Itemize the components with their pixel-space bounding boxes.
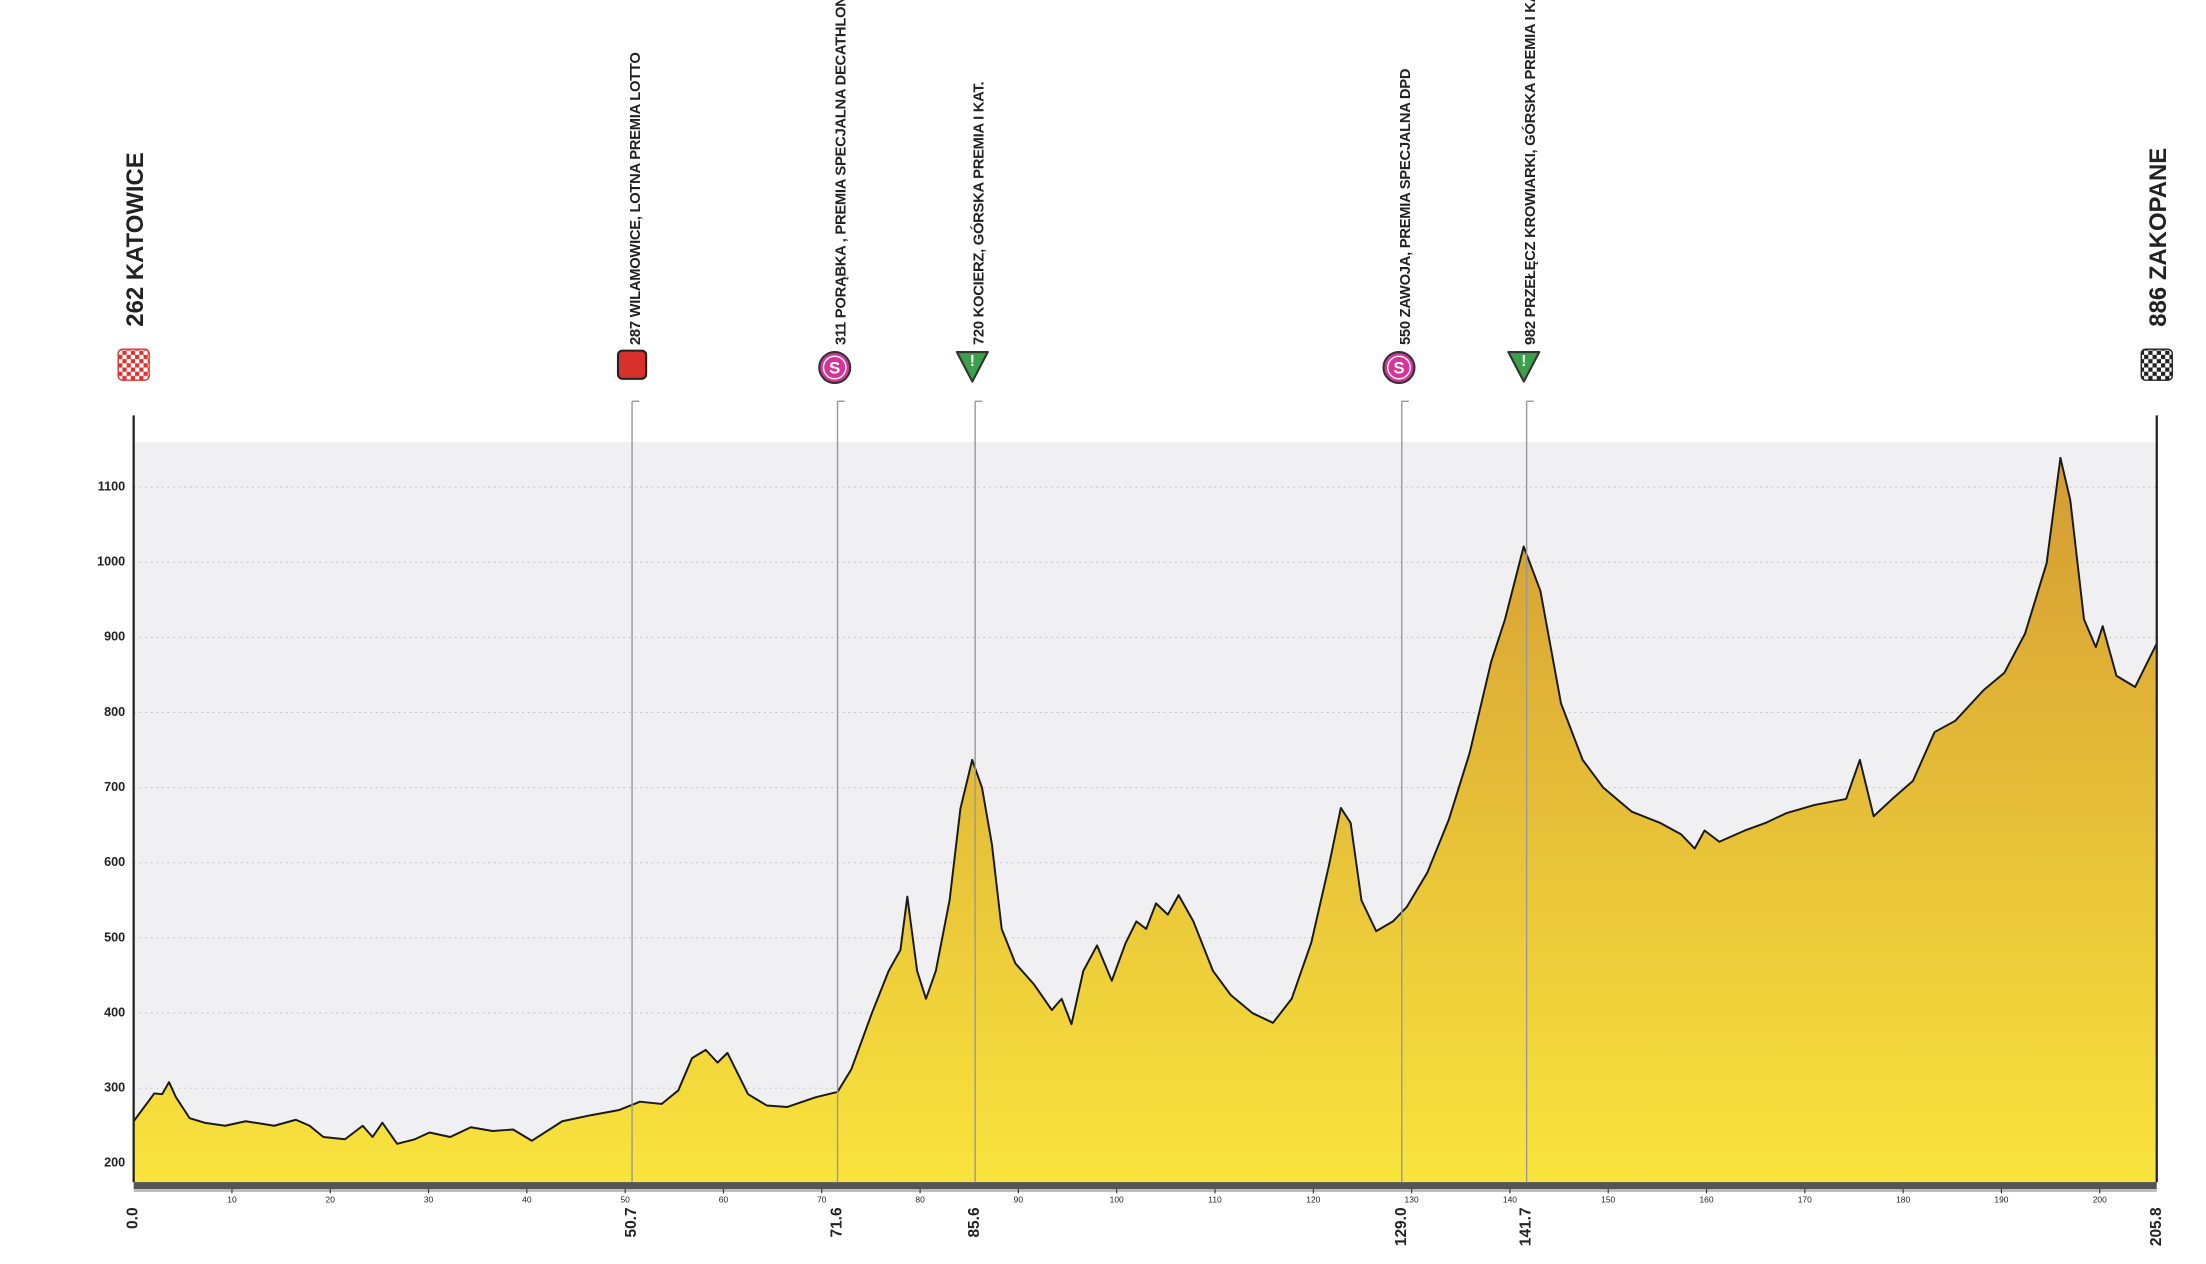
x-tick-label: 180 <box>1896 1195 1910 1205</box>
km-label: 141.7 <box>1518 1207 1535 1246</box>
icon-text: S <box>829 358 840 377</box>
x-tick-label: 60 <box>719 1195 729 1205</box>
x-tick-label: 130 <box>1405 1195 1419 1205</box>
y-tick-label: 1100 <box>98 479 125 493</box>
climb-icon <box>1507 350 1541 383</box>
elevation-line <box>132 456 2158 1145</box>
special-icon-ring <box>822 355 847 380</box>
km-label: 0.0 <box>125 1207 142 1229</box>
icon-text: ! <box>1521 353 1526 370</box>
x-tick-label: 100 <box>1110 1195 1124 1205</box>
endpoint-label: 886 ZAKOPANE <box>2145 148 2172 327</box>
elevation-area <box>133 457 2157 1183</box>
start-icon <box>117 348 150 381</box>
x-tick-label: 150 <box>1601 1195 1615 1205</box>
x-tick-label: 170 <box>1798 1195 1812 1205</box>
y-tick-label: 1000 <box>97 555 125 569</box>
special-icon-ring <box>1387 355 1411 380</box>
x-tick-label: 90 <box>1014 1195 1024 1205</box>
y-tick-label: 900 <box>104 630 125 644</box>
y-tick-label: 500 <box>104 930 125 944</box>
x-tick-label: 40 <box>522 1195 532 1205</box>
x-tick-label: 30 <box>424 1195 434 1205</box>
x-axis-strip-light <box>133 1189 2157 1192</box>
y-tick-label: 200 <box>104 1156 125 1170</box>
y-tick-label: 800 <box>104 705 125 719</box>
x-tick-label: 10 <box>227 1195 237 1205</box>
x-tick-label: 110 <box>1208 1195 1222 1205</box>
km-label: 129.0 <box>1393 1207 1410 1246</box>
icon-text: ! <box>970 353 975 370</box>
waypoint-label: 720 KOCIERZ, GÓRSKA PREMIA I KAT. <box>969 81 987 345</box>
waypoint-label: 287 WILAMOWICE, LOTNA PREMIA LOTTO <box>628 52 644 345</box>
km-label: 205.8 <box>2148 1207 2165 1246</box>
y-tick-label: 600 <box>104 855 125 869</box>
finish-icon <box>2140 348 2173 381</box>
km-label: 50.7 <box>623 1207 640 1237</box>
waypoint-label: 982 PRZEŁĘCZ KROWIARKI, GÓRSKA PREMIA I … <box>1521 0 1539 345</box>
x-tick-label: 160 <box>1699 1195 1713 1205</box>
waypoint-label: 311 PORĄBKA , PREMIA SPECJALNA DECATHLON <box>834 0 850 345</box>
y-tick-label: 400 <box>104 1005 125 1019</box>
x-axis-strip <box>133 1182 2157 1190</box>
y-tick-label: 700 <box>104 780 125 794</box>
climb-icon <box>955 350 989 383</box>
waypoint-label: 550 ZAWOJA, PREMIA SPECJALNA DPD <box>1398 68 1414 345</box>
x-tick-label: 190 <box>1994 1195 2008 1205</box>
km-label: 71.6 <box>829 1207 846 1238</box>
x-tick-label: 70 <box>817 1195 827 1205</box>
x-tick-label: 140 <box>1503 1195 1517 1205</box>
km-label: 85.6 <box>966 1207 983 1238</box>
x-tick-label: 20 <box>326 1195 336 1205</box>
x-tick-label: 80 <box>915 1195 925 1205</box>
x-tick-label: 120 <box>1306 1195 1320 1205</box>
icon-text: S <box>1393 358 1404 377</box>
endpoint-label: 262 KATOWICE <box>122 152 149 327</box>
sprint-icon <box>616 349 648 380</box>
x-tick-label: 200 <box>2093 1195 2107 1205</box>
y-tick-label: 300 <box>104 1081 125 1095</box>
x-tick-label: 50 <box>620 1195 630 1205</box>
